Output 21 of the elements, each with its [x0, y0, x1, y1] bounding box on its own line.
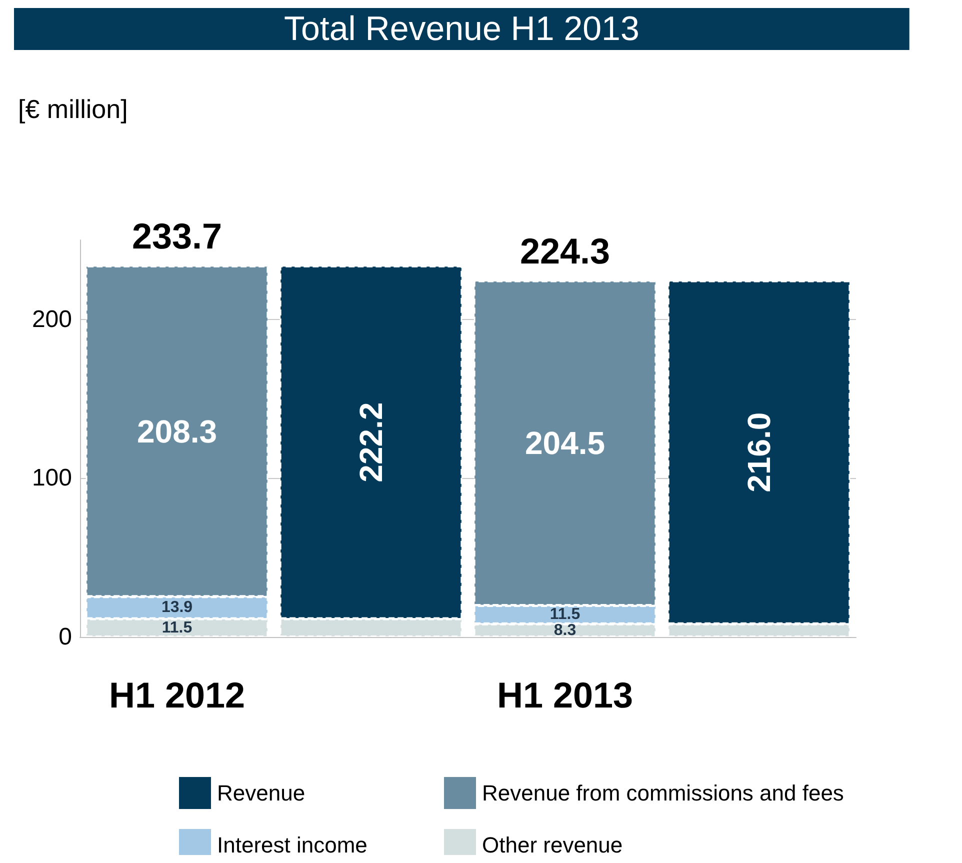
y-axis-title: [€ million]	[18, 94, 128, 124]
total-label: 224.3	[520, 230, 610, 272]
data-label: 8.3	[554, 622, 576, 639]
y-tick-label: 200	[32, 306, 72, 333]
data-label: 208.3	[136, 413, 218, 450]
x-tick-label: H1 2012	[108, 674, 246, 716]
legend-label: Revenue	[217, 780, 306, 806]
y-tick-label: 100	[32, 464, 72, 492]
legend-label: Interest income	[217, 832, 368, 858]
data-label: 222.2	[353, 402, 389, 482]
data-label: 11.5	[550, 606, 580, 624]
data-label: 216.0	[741, 412, 777, 492]
data-label: 13.9	[161, 599, 193, 616]
data-label: 204.5	[524, 425, 606, 462]
y-tick-label: 0	[58, 624, 72, 650]
total-label: 233.7	[132, 215, 222, 256]
legend-label: Other revenue	[482, 832, 623, 858]
x-tick-label: H1 2013	[496, 674, 634, 716]
data-label: 11.5	[162, 619, 192, 636]
chart-title: Total Revenue H1 2013	[284, 10, 640, 48]
legend-label: Revenue from commissions and fees	[482, 780, 844, 806]
